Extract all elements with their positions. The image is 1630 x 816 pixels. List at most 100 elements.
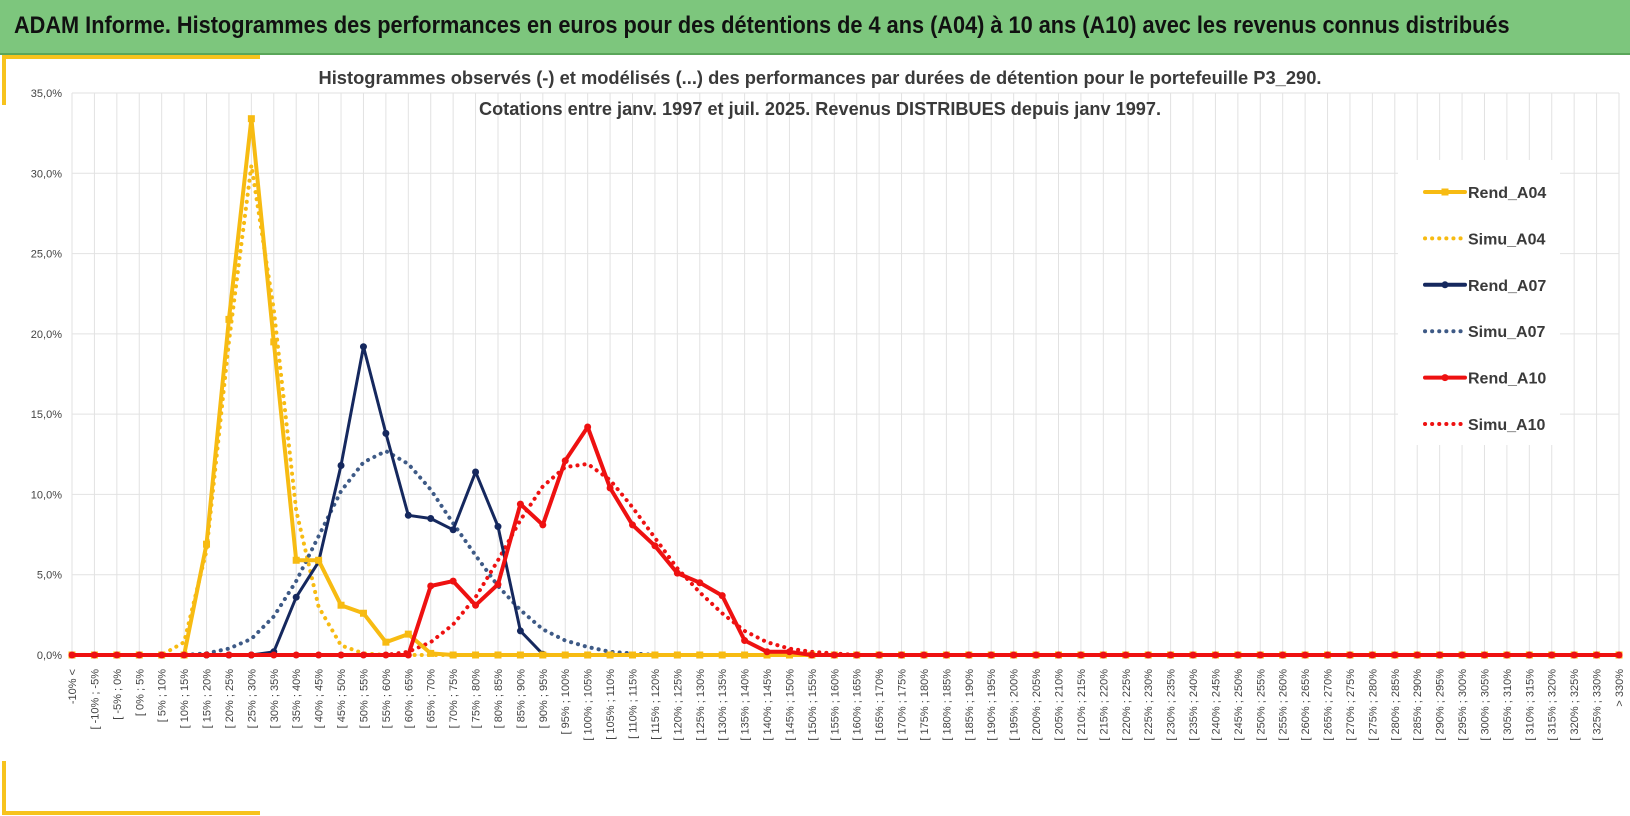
x-tick-label: [ 145% ; 150% — [784, 669, 796, 741]
point-rend-a04 — [315, 556, 323, 564]
accent-bar-bottom-edge — [2, 761, 6, 813]
x-tick-label: [ 10% ; 15% — [179, 669, 191, 729]
x-tick-label: [ 235% ; 240% — [1188, 669, 1200, 741]
point-rend-a10 — [965, 651, 973, 659]
point-rend-a07 — [337, 462, 345, 470]
point-rend-a10 — [875, 651, 883, 659]
point-rend-a07 — [404, 511, 412, 519]
y-tick-label: 10,0% — [31, 489, 62, 501]
point-rend-a04 — [673, 651, 681, 659]
point-rend-a04 — [472, 651, 480, 659]
point-rend-a04 — [584, 651, 592, 659]
x-tick-label: [ 265% ; 270% — [1323, 669, 1335, 741]
legend-label-simu-a07: Simu_A07 — [1468, 324, 1545, 341]
point-rend-a10 — [1077, 651, 1085, 659]
point-rend-a10 — [1391, 651, 1399, 659]
x-tick-label: [ 35% ; 40% — [291, 669, 303, 729]
point-rend-a04 — [629, 651, 637, 659]
point-rend-a10 — [225, 651, 233, 659]
legend-label-rend-a04: Rend_A04 — [1468, 185, 1546, 202]
point-rend-a07 — [494, 523, 502, 531]
point-rend-a10 — [1525, 651, 1533, 659]
accent-bar-top-left — [2, 55, 260, 59]
x-tick-label: [ 110% ; 115% — [628, 669, 640, 739]
x-tick-label: [ 230% ; 235% — [1166, 669, 1178, 741]
point-rend-a04 — [651, 651, 659, 659]
point-rend-a10 — [942, 651, 950, 659]
point-rend-a10 — [629, 521, 637, 529]
point-rend-a04 — [718, 651, 726, 659]
point-rend-a10 — [449, 577, 457, 585]
point-rend-a10 — [203, 651, 211, 659]
point-rend-a07 — [292, 593, 300, 601]
x-tick-label: [ 95% ; 100% — [560, 669, 572, 735]
series-line-rend-a07 — [70, 345, 1621, 657]
legend-label-rend-a10: Rend_A10 — [1468, 371, 1546, 388]
series-rend-a07 — [68, 343, 1623, 659]
point-rend-a04 — [247, 115, 255, 123]
x-tick-label: [ 135% ; 140% — [740, 669, 752, 741]
point-rend-a10 — [472, 601, 480, 609]
point-rend-a10 — [1256, 651, 1264, 659]
legend-marker-rend-a07 — [1441, 281, 1449, 289]
legend-label-rend-a07: Rend_A07 — [1468, 278, 1546, 295]
chart-legend: Rend_A04 Simu_A04 Rend_A07 Simu_A07 Rend_A10… — [1398, 160, 1560, 445]
x-tick-label: [ 150% ; 155% — [807, 669, 819, 741]
x-tick-label: [ 60% ; 65% — [403, 669, 415, 729]
point-rend-a10 — [696, 579, 704, 587]
point-rend-a10 — [68, 651, 76, 659]
line-chart: 0,0% 5,0% 10,0% 15,0% 20,0% 25,0% 30,0% 35,0% -… — [31, 68, 1626, 741]
point-rend-a10 — [898, 651, 906, 659]
legend-item-rend-a10: Rend_A10 — [1423, 371, 1546, 388]
y-tick-label: 5,0% — [37, 570, 62, 582]
point-rend-a10 — [135, 651, 143, 659]
point-rend-a10 — [1346, 651, 1354, 659]
point-rend-a04 — [203, 540, 211, 548]
point-rend-a07 — [472, 468, 480, 476]
x-tick-label: [ 40% ; 45% — [314, 669, 326, 729]
x-tick-label: [ 65% ; 70% — [426, 669, 438, 729]
x-tick-label: [ 260% ; 265% — [1300, 669, 1312, 741]
x-tick-label: [ 310% ; 315% — [1524, 669, 1536, 741]
point-rend-a04 — [292, 556, 300, 564]
series-line-simu-a04 — [70, 163, 1621, 657]
x-tick-label: [ 125% ; 130% — [695, 669, 707, 741]
point-rend-a10 — [1615, 651, 1623, 659]
point-rend-a04 — [606, 651, 614, 659]
point-rend-a10 — [1436, 651, 1444, 659]
point-rend-a04 — [404, 630, 412, 638]
legend-item-simu-a07: Simu_A07 — [1423, 324, 1545, 341]
point-rend-a10 — [1324, 651, 1332, 659]
point-rend-a10 — [1211, 651, 1219, 659]
point-rend-a04 — [359, 609, 367, 617]
point-rend-a10 — [1368, 651, 1376, 659]
point-rend-a07 — [449, 526, 457, 534]
point-rend-a10 — [180, 651, 188, 659]
x-tick-label: > 330% — [1614, 669, 1626, 707]
point-rend-a10 — [1480, 651, 1488, 659]
legend-label-simu-a10: Simu_A10 — [1468, 417, 1545, 434]
point-rend-a10 — [90, 651, 98, 659]
x-tick-label: [ 30% ; 35% — [269, 669, 281, 729]
chart-panel: 0,0% 5,0% 10,0% 15,0% 20,0% 25,0% 30,0% 35,0% -… — [0, 55, 1630, 816]
x-tick-label: [ 180% ; 185% — [941, 669, 953, 741]
point-rend-a04 — [225, 315, 233, 323]
x-tick-label: [ 290% ; 295% — [1435, 669, 1447, 741]
point-rend-a04 — [516, 651, 524, 659]
x-tick-label: [ 210% ; 215% — [1076, 669, 1088, 741]
legend-item-simu-a10: Simu_A10 — [1423, 417, 1545, 434]
point-rend-a10 — [1099, 651, 1107, 659]
x-tick-label: [ 320% ; 325% — [1569, 669, 1581, 741]
x-tick-label: [ 170% ; 175% — [897, 669, 909, 741]
point-rend-a10 — [539, 521, 547, 529]
point-rend-a04 — [270, 338, 278, 346]
point-rend-a10 — [1458, 651, 1466, 659]
x-tick-label: [ 80% ; 85% — [493, 669, 505, 729]
point-rend-a07 — [382, 429, 390, 437]
point-rend-a10 — [763, 648, 771, 656]
series-rend-a10 — [68, 423, 1623, 659]
series-simu-a04 — [70, 163, 1621, 657]
legend-item-rend-a04: Rend_A04 — [1423, 185, 1546, 202]
point-rend-a04 — [696, 651, 704, 659]
y-tick-label: 15,0% — [31, 409, 62, 421]
